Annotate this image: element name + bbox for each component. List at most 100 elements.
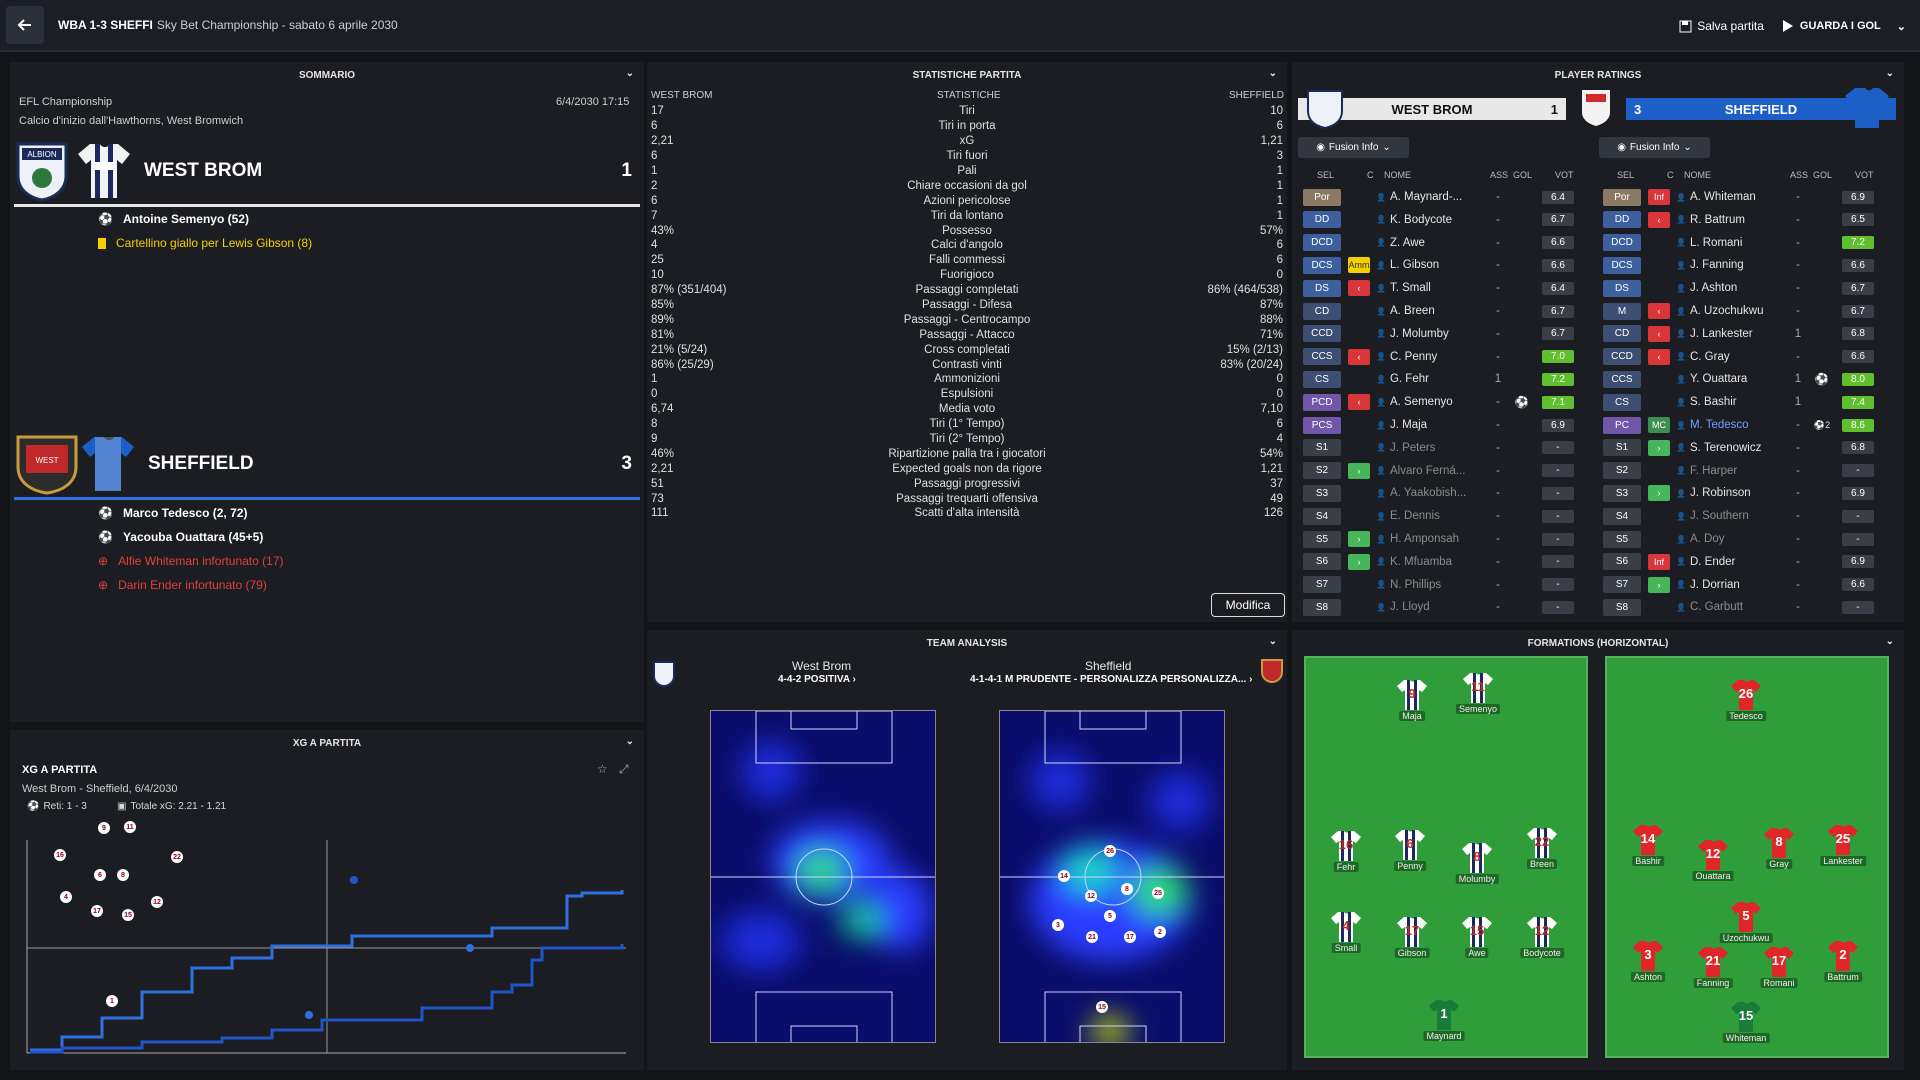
heatmap-player-marker[interactable]: 21 xyxy=(1086,931,1098,943)
player-name[interactable]: C. Gray xyxy=(1689,350,1730,363)
collapse-chevron-icon[interactable]: ⌄ xyxy=(625,68,634,79)
collapse-chevron-icon[interactable]: ⌄ xyxy=(1885,68,1894,79)
player-name[interactable]: J. Southern xyxy=(1689,510,1749,523)
heatmap-player-marker[interactable]: 9 xyxy=(98,822,110,834)
formation-shirt-icon[interactable]: 1 xyxy=(1427,998,1461,1032)
player-name[interactable]: H. Amponsah xyxy=(1389,533,1460,545)
player-name[interactable]: Á. Yaakobish... xyxy=(1389,487,1467,500)
player-name[interactable]: K. Mfuamba xyxy=(1389,555,1452,568)
player-name[interactable]: C. Garbutt xyxy=(1689,601,1744,614)
player-name[interactable]: F. Harper xyxy=(1689,464,1738,477)
back-button[interactable] xyxy=(6,6,44,44)
player-row[interactable]: CCS ‹ 👤 C. Penny - 7.0 xyxy=(1303,347,1593,367)
player-name[interactable]: Álvaro Ferná... xyxy=(1389,464,1466,477)
player-name[interactable]: A. Doy xyxy=(1689,533,1725,545)
player-row[interactable]: S2 › 👤 Álvaro Ferná... - - xyxy=(1303,461,1593,481)
formation-shirt-icon[interactable]: 21 xyxy=(1696,945,1730,979)
home-fusion-info-button[interactable]: ◉ Fusion Info ⌄ xyxy=(1298,137,1409,158)
player-name[interactable]: L. Gibson xyxy=(1389,259,1440,272)
player-row[interactable]: DCS 👤 J. Fanning - 6.6 xyxy=(1603,255,1893,275)
player-row[interactable]: CS 👤 G. Fehr 1 7.2 xyxy=(1303,369,1593,389)
player-row[interactable]: CD ‹ 👤 J. Lankester 1 6.8 xyxy=(1603,324,1893,344)
heatmap-player-marker[interactable]: 12 xyxy=(1085,890,1097,902)
ratings-away-team-bar[interactable]: 3 SHEFFIELD xyxy=(1626,98,1896,120)
player-row[interactable]: CS 👤 S. Bashir 1 7.4 xyxy=(1603,392,1893,412)
formation-shirt-icon[interactable]: 15 xyxy=(1729,1000,1763,1034)
player-row[interactable]: PC MC 👤 M. Tedesco - ⚽2 8.6 xyxy=(1603,415,1893,435)
formation-shirt-icon[interactable]: 11 xyxy=(1461,671,1495,705)
collapse-chevron-icon[interactable]: ⌄ xyxy=(1268,636,1277,647)
player-row[interactable]: S1 👤 J. Peters - - xyxy=(1303,438,1593,458)
player-name[interactable]: A. Semenyo xyxy=(1389,396,1453,409)
heatmap-player-marker[interactable]: 6 xyxy=(94,869,106,881)
player-name[interactable]: S. Bashir xyxy=(1689,396,1737,409)
player-name[interactable]: Y. Ouattara xyxy=(1689,373,1748,386)
heatmap-player-marker[interactable]: 22 xyxy=(171,851,183,863)
heatmap-player-marker[interactable]: 8 xyxy=(117,869,129,881)
formation-shirt-icon[interactable]: 3 xyxy=(1631,939,1665,973)
player-name[interactable]: L. Romani xyxy=(1689,236,1743,249)
heatmap-player-marker[interactable]: 17 xyxy=(91,905,103,917)
expand-icon[interactable]: ⤢ xyxy=(619,762,629,776)
player-row[interactable]: DCS Amm 👤 L. Gibson - 6.6 xyxy=(1303,255,1593,275)
analysis-home-formation[interactable]: 4-4-2 POSITIVA › xyxy=(778,674,856,685)
player-name[interactable]: J. Dorrian xyxy=(1689,578,1740,591)
player-row[interactable]: CCD ‹ 👤 C. Gray - 6.6 xyxy=(1603,347,1893,367)
watch-goals-button[interactable]: GUARDA I GOL ⌄ xyxy=(1782,19,1906,33)
player-row[interactable]: DD ‹ 👤 R. Battrum - 6.5 xyxy=(1603,210,1893,230)
player-name[interactable]: J. Molumby xyxy=(1389,327,1449,340)
player-name[interactable]: J. Lankester xyxy=(1689,327,1753,340)
heatmap-player-marker[interactable]: 5 xyxy=(1104,910,1116,922)
player-row[interactable]: M ‹ 👤 A. Uzochukwu - 6.7 xyxy=(1603,301,1893,321)
heatmap-player-marker[interactable]: 2 xyxy=(1154,926,1166,938)
player-row[interactable]: DS 👤 J. Ashton - 6.7 xyxy=(1603,278,1893,298)
edit-button[interactable]: Modifica xyxy=(1211,593,1285,617)
player-row[interactable]: CCD 👤 J. Molumby - 6.7 xyxy=(1303,324,1593,344)
formation-shirt-icon[interactable]: 15 xyxy=(1460,915,1494,949)
analysis-away-formation[interactable]: 4-1-4-1 M PRUDENTE - PERSONALIZZA PERSON… xyxy=(970,674,1253,685)
player-row[interactable]: S8 👤 J. Lloyd - - xyxy=(1303,597,1593,617)
formation-shirt-icon[interactable]: 12 xyxy=(1525,915,1559,949)
formation-shirt-icon[interactable]: 26 xyxy=(1729,678,1763,712)
player-name[interactable]: A. Uzochukwu xyxy=(1689,305,1764,317)
player-name[interactable]: J. Peters xyxy=(1389,441,1436,454)
player-row[interactable]: DD 👤 K. Bodycote - 6.7 xyxy=(1303,210,1593,230)
heatmap-player-marker[interactable]: 1 xyxy=(106,995,118,1007)
heatmap-player-marker[interactable]: 12 xyxy=(151,896,163,908)
player-name[interactable]: N. Phillips xyxy=(1389,578,1442,591)
formation-shirt-icon[interactable]: 25 xyxy=(1826,823,1860,857)
away-team-name[interactable]: SHEFFIELD xyxy=(148,452,254,474)
player-row[interactable]: S2 👤 F. Harper - - xyxy=(1603,461,1893,481)
player-row[interactable]: CD 👤 A. Breen - 6.7 xyxy=(1303,301,1593,321)
collapse-chevron-icon[interactable]: ⌄ xyxy=(625,736,634,747)
player-name[interactable]: Z. Awe xyxy=(1389,236,1425,249)
player-row[interactable]: DCD 👤 L. Romani - 7.2 xyxy=(1603,233,1893,253)
player-row[interactable]: S3 › 👤 J. Robinson - 6.9 xyxy=(1603,483,1893,503)
home-team-name[interactable]: WEST BROM xyxy=(144,159,263,181)
star-icon[interactable]: ☆ xyxy=(597,762,608,776)
heatmap-player-marker[interactable]: 11 xyxy=(124,821,136,833)
player-name[interactable]: S. Terenowicz xyxy=(1689,441,1762,454)
player-row[interactable]: S4 👤 J. Southern - - xyxy=(1603,506,1893,526)
player-name[interactable]: G. Fehr xyxy=(1389,373,1429,386)
heatmap-player-marker[interactable]: 15 xyxy=(122,909,134,921)
player-name[interactable]: A. Whiteman xyxy=(1689,191,1756,203)
formation-shirt-icon[interactable]: 22 xyxy=(1525,826,1559,860)
formation-shirt-icon[interactable]: 17 xyxy=(1395,915,1429,949)
event-text[interactable]: Antoine Semenyo (52) xyxy=(122,212,249,226)
formation-shirt-icon[interactable]: 2 xyxy=(1826,939,1860,973)
heatmap-player-marker[interactable]: 26 xyxy=(1104,845,1116,857)
save-match-button[interactable]: Salva partita xyxy=(1679,19,1764,33)
event-text[interactable]: Darin Ender infortunato (79) xyxy=(118,578,267,592)
player-row[interactable]: PCS 👤 J. Maja - 6.9 xyxy=(1303,415,1593,435)
heatmap-player-marker[interactable]: 15 xyxy=(1096,1001,1108,1013)
heatmap-player-marker[interactable]: 8 xyxy=(1121,883,1133,895)
player-row[interactable]: S7 › 👤 J. Dorrian - 6.6 xyxy=(1603,575,1893,595)
player-row[interactable]: CCS 👤 Y. Ouattara 1 ⚽ 8.0 xyxy=(1603,369,1893,389)
player-row[interactable]: S6 › 👤 K. Mfuamba - - xyxy=(1303,552,1593,572)
player-row[interactable]: S5 › 👤 H. Amponsah - - xyxy=(1303,529,1593,549)
player-row[interactable]: S4 👤 E. Dennis - - xyxy=(1303,506,1593,526)
player-name[interactable]: R. Battrum xyxy=(1689,213,1745,226)
player-name[interactable]: J. Lloyd xyxy=(1389,601,1430,614)
event-text[interactable]: Yacouba Ouattara (45+5) xyxy=(122,530,264,544)
